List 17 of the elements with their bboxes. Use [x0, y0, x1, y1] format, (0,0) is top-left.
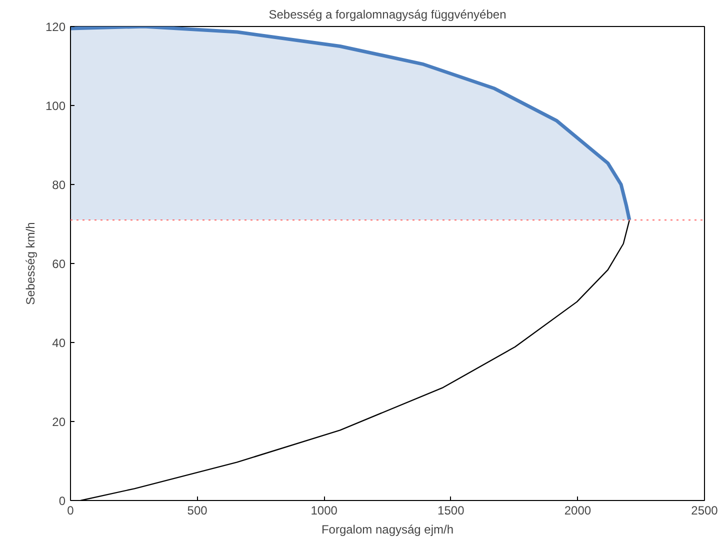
- x-tick-label: 1000: [310, 504, 338, 518]
- y-tick-label: 0: [58, 494, 66, 508]
- y-tick-label: 60: [52, 257, 66, 271]
- y-axis-title: Sebesség km/h: [23, 222, 38, 305]
- y-tick-label: 40: [52, 336, 66, 350]
- x-tick-label: 2000: [564, 504, 592, 518]
- x-tick-label: 500: [187, 504, 208, 518]
- y-tick-label: 120: [45, 20, 66, 34]
- x-axis-title: Forgalom nagyság ejm/h: [321, 522, 454, 536]
- y-tick-label: 20: [52, 415, 66, 429]
- chart-title: Sebesség a forgalomnagyság függvényében: [268, 8, 506, 22]
- line-series: [80, 219, 630, 500]
- x-tick-label: 0: [67, 504, 74, 518]
- y-tick-label: 100: [45, 99, 66, 113]
- y-tick-label: 80: [52, 178, 66, 192]
- x-tick-label: 1500: [438, 504, 465, 518]
- x-tick-label: 2500: [691, 504, 718, 518]
